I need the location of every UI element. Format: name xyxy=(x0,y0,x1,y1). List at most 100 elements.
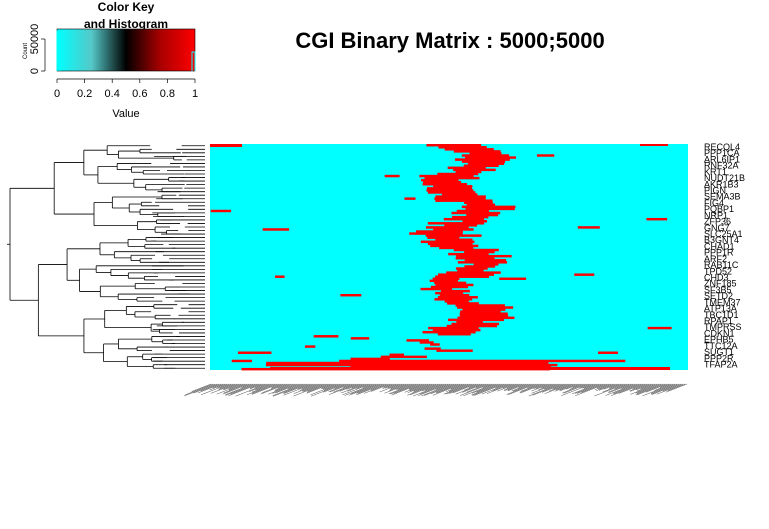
column-label-glyph xyxy=(548,383,568,392)
column-label-glyph xyxy=(248,383,269,392)
column-label-glyph xyxy=(382,383,395,389)
column-label-glyph xyxy=(602,383,624,393)
column-label-glyph xyxy=(651,383,678,395)
column-label-glyph xyxy=(261,383,285,394)
column-label-glyph xyxy=(347,383,367,392)
heatmap-cell-block xyxy=(389,353,404,357)
column-label-glyph xyxy=(471,383,496,394)
column-label-glyph xyxy=(642,383,674,397)
heatmap-cell-block xyxy=(456,320,483,324)
heatmap-cell-block xyxy=(459,312,508,315)
heatmap-cell-block xyxy=(462,308,506,311)
column-label-glyph xyxy=(608,383,622,390)
column-label-glyph xyxy=(272,383,297,394)
column-label-glyph xyxy=(342,383,371,395)
heatmap-cell-block xyxy=(435,275,490,278)
column-label-glyph xyxy=(390,383,403,389)
column-label-glyph xyxy=(562,383,586,394)
heatmap-cell-block xyxy=(441,193,478,196)
column-label-glyph xyxy=(228,383,259,397)
column-label-glyph xyxy=(356,383,369,389)
column-label-glyph xyxy=(310,383,343,397)
row-label: FIG4 xyxy=(704,198,724,208)
heatmap-cell-block xyxy=(428,326,479,330)
column-label-glyph xyxy=(303,383,323,392)
column-label-glyph xyxy=(446,383,472,395)
heatmap-cell-block xyxy=(464,250,495,254)
column-label-glyph xyxy=(531,383,556,394)
column-label-glyph xyxy=(544,383,558,390)
heatmap-cell-block xyxy=(577,226,600,229)
heatmap-cell-block xyxy=(451,322,500,326)
heatmap-cell-block xyxy=(536,154,555,157)
column-label-glyph xyxy=(421,383,441,392)
row-label: RAB11C xyxy=(704,260,739,270)
color-key-x-tick-label: 1 xyxy=(192,88,198,100)
heatmap-cell-block xyxy=(464,265,496,268)
column-label-glyph xyxy=(656,383,684,395)
column-label-glyph xyxy=(200,383,229,396)
column-label-glyph xyxy=(222,383,237,390)
column-label-glyph xyxy=(541,383,552,389)
row-label: PIGN xyxy=(704,186,726,196)
column-label-glyph xyxy=(502,383,514,389)
column-label-glyph xyxy=(301,383,315,390)
heatmap-cell-block xyxy=(304,345,316,348)
row-label: PPP2R xyxy=(704,353,734,363)
color-key-xlabel: Value xyxy=(112,108,139,120)
column-label-glyph xyxy=(443,383,470,395)
heatmap-cell-block xyxy=(456,209,490,213)
heatmap-cell-block xyxy=(270,367,670,370)
heatmap-cell-block xyxy=(443,217,485,221)
column-label-glyph xyxy=(468,383,478,388)
column-label-glyph xyxy=(432,383,463,396)
heatmap-cell-block xyxy=(444,148,494,151)
column-label-glyph xyxy=(388,383,415,394)
column-label-glyph xyxy=(343,383,353,388)
row-labels: RECQL4PPP1CAARL6IP1RNF32AKRT1NUDT21BAKR1… xyxy=(704,142,745,370)
column-label-glyph xyxy=(535,383,548,389)
heatmap-cell-block xyxy=(231,359,252,363)
heatmap-cell-block xyxy=(469,152,502,155)
heatmap-cell-block xyxy=(425,226,469,229)
heatmap-cell-block xyxy=(439,293,470,297)
column-label-glyph xyxy=(503,383,520,391)
column-label-glyph xyxy=(407,383,431,393)
heatmap-cell-block xyxy=(444,224,478,227)
column-label-glyph xyxy=(449,383,474,394)
column-label-glyph xyxy=(409,383,429,392)
heatmap-cell-block xyxy=(647,326,672,330)
heatmap-cell-block xyxy=(435,199,493,202)
column-label-glyph xyxy=(277,383,289,389)
heatmap-cell-block xyxy=(457,306,514,309)
heatmap-cell-block xyxy=(463,164,499,167)
heatmap-cell-block xyxy=(435,291,464,295)
color-key-x-tick-label: 0.2 xyxy=(77,88,92,100)
column-label-glyph xyxy=(356,383,385,396)
heatmap-cell-block xyxy=(461,154,510,157)
heatmap-cell-block xyxy=(646,217,668,221)
column-label-glyph xyxy=(636,383,662,394)
column-label-glyph xyxy=(472,383,502,396)
heatmap-cell-block xyxy=(455,170,482,174)
row-label: TMPRSS xyxy=(704,322,742,332)
column-label-glyph xyxy=(249,383,263,390)
column-label-glyph xyxy=(321,383,335,390)
color-key-x-tick-label: 0.8 xyxy=(160,88,175,100)
heatmap-cell-block xyxy=(274,275,285,278)
column-label-glyph xyxy=(621,383,634,389)
heatmap-cell-block xyxy=(466,213,499,217)
column-label-glyph xyxy=(581,383,604,393)
column-label-glyph xyxy=(297,383,311,390)
column-label-glyph xyxy=(482,383,492,388)
column-label-glyph xyxy=(255,383,271,391)
heatmap-cell-block xyxy=(457,269,484,272)
column-label-glyph xyxy=(260,383,287,395)
heatmap-cell-block xyxy=(574,273,595,276)
row-label: PQBP1 xyxy=(704,204,734,214)
heatmap-cell-block xyxy=(432,328,481,332)
heatmap-cell-block xyxy=(427,222,485,225)
column-label-glyph xyxy=(273,383,305,397)
